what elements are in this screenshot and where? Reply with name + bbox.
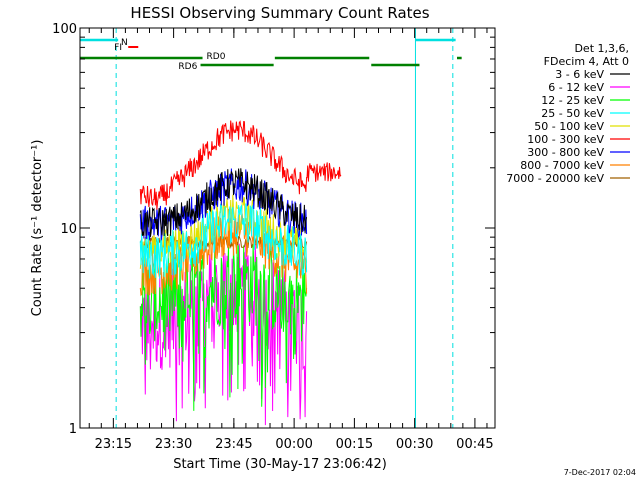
legend-entry-label: 3 - 6 keV <box>555 68 604 81</box>
legend-entry-label: 50 - 100 keV <box>534 120 604 133</box>
flag-layer: NFI RD0 RD6 <box>80 28 462 428</box>
x-axis-label: Start Time (30-May-17 23:06:42) <box>173 457 387 472</box>
legend-entry-label: 7000 - 20000 keV <box>506 172 604 185</box>
series-line-4 <box>139 194 308 269</box>
x-tick-label: 23:15 <box>95 437 132 452</box>
series-line-5 <box>139 120 342 210</box>
legend-entry-label: 300 - 800 keV <box>527 146 604 159</box>
flag-label-fi: FI <box>114 43 122 53</box>
series-line-3 <box>139 203 308 279</box>
y-tick-label: 10 <box>60 222 77 237</box>
series-layer <box>139 120 342 426</box>
axis-layer: 1 10 100 23:15 23:30 23:45 00:00 00:15 00:30 00:4… <box>52 22 496 452</box>
series-line-2 <box>139 242 308 411</box>
legend-header: FDecim 4, Att 0 <box>544 55 629 68</box>
legend-entry-label: 25 - 50 keV <box>541 107 604 120</box>
footer-timestamp: 7-Dec-2017 02:04 <box>564 468 636 477</box>
legend-entry-label: 12 - 25 keV <box>541 94 604 107</box>
flag-label-n: N <box>121 38 128 48</box>
x-tick-label: 00:00 <box>275 437 312 452</box>
flag-label-rd0: RD0 <box>207 52 226 62</box>
chart-title: HESSI Observing Summary Count Rates <box>130 4 429 22</box>
x-tick-label: 00:15 <box>336 437 373 452</box>
x-tick-label: 00:45 <box>456 437 493 452</box>
legend-header: Det 1,3,6, <box>574 42 629 55</box>
x-tick-label: 00:30 <box>396 437 433 452</box>
series-line-0 <box>139 168 308 237</box>
legend-entry-label: 6 - 12 keV <box>548 81 604 94</box>
flag-label-rd6: RD6 <box>178 62 197 72</box>
y-tick-label: 100 <box>52 22 77 37</box>
x-tick-label: 23:30 <box>155 437 192 452</box>
y-tick-label: 1 <box>69 422 77 437</box>
legend-entry-label: 800 - 7000 keV <box>520 159 604 172</box>
legend-entry-label: 100 - 300 keV <box>527 133 604 146</box>
y-axis-label: Count Rate (s⁻¹ detector⁻¹) <box>30 140 45 317</box>
x-tick-label: 23:45 <box>215 437 252 452</box>
